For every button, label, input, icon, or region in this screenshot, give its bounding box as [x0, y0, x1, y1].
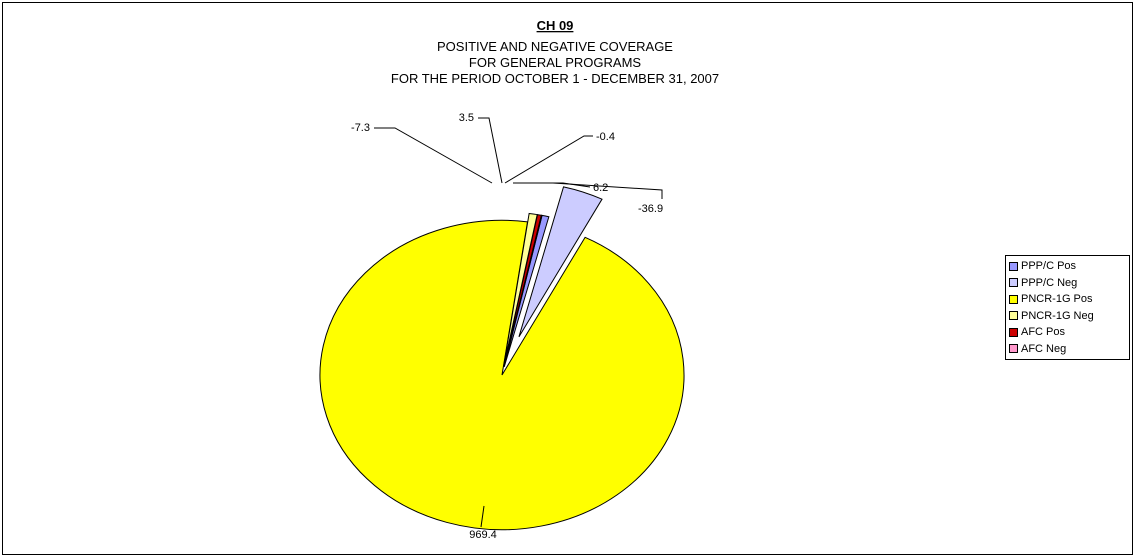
leader-line: [480, 505, 485, 528]
pie-slice-pncr-1g-pos: [319, 219, 685, 531]
pie-slices: [319, 186, 685, 531]
leader-line: [513, 182, 591, 188]
legend-item: AFC Pos: [1009, 324, 1129, 341]
chart-subtitle-line-3: FOR THE PERIOD OCTOBER 1 - DECEMBER 31, …: [391, 71, 719, 86]
data-label: -7.3: [351, 122, 370, 134]
data-labels: 6.2 -36.9 969.4 -7.3 3.5 -0.4: [351, 112, 663, 541]
legend-swatch: [1009, 261, 1018, 271]
leader-lines: [374, 117, 663, 528]
chart-subtitle-line-2: FOR GENERAL PROGRAMS: [469, 55, 641, 70]
legend-swatch: [1009, 344, 1018, 354]
leader-line: [552, 182, 663, 199]
leader-line: [478, 117, 503, 184]
legend-item: PNCR-1G Pos: [1009, 291, 1129, 308]
chart-title: CH 09: [537, 18, 574, 33]
data-label: -0.4: [596, 131, 615, 143]
legend-label: PPP/C Neg: [1021, 276, 1078, 289]
legend-label: PPP/C Pos: [1021, 260, 1077, 273]
legend-swatch: [1009, 278, 1018, 288]
legend-item: PNCR-1G Neg: [1009, 308, 1129, 325]
data-label: 969.4: [469, 529, 497, 541]
legend-label: PNCR-1G Pos: [1021, 293, 1093, 306]
pie-slice-afc-neg: [503, 214, 543, 367]
legend-swatch: [1009, 311, 1018, 321]
legend-label: AFC Pos: [1021, 326, 1066, 339]
leader-line: [504, 135, 593, 184]
legend-swatch: [1009, 294, 1018, 304]
legend-item: PPP/C Neg: [1009, 275, 1129, 292]
data-label: 3.5: [459, 112, 474, 124]
chart-subtitle-line-1: POSITIVE AND NEGATIVE COVERAGE: [437, 39, 673, 54]
pie-slice-ppp-c-neg: [518, 186, 603, 338]
legend-item: AFC Neg: [1009, 341, 1129, 358]
legend-label: AFC Neg: [1021, 342, 1067, 355]
legend-label: PNCR-1G Neg: [1021, 309, 1094, 322]
data-label: 6.2: [593, 182, 608, 194]
legend-swatch: [1009, 327, 1018, 337]
leader-line: [374, 127, 493, 184]
legend-item: PPP/C Pos: [1009, 258, 1129, 275]
data-label: -36.9: [638, 203, 663, 215]
legend: PPP/C Pos PPP/C Neg PNCR-1G Pos PNCR-1G Neg…: [1005, 255, 1130, 360]
